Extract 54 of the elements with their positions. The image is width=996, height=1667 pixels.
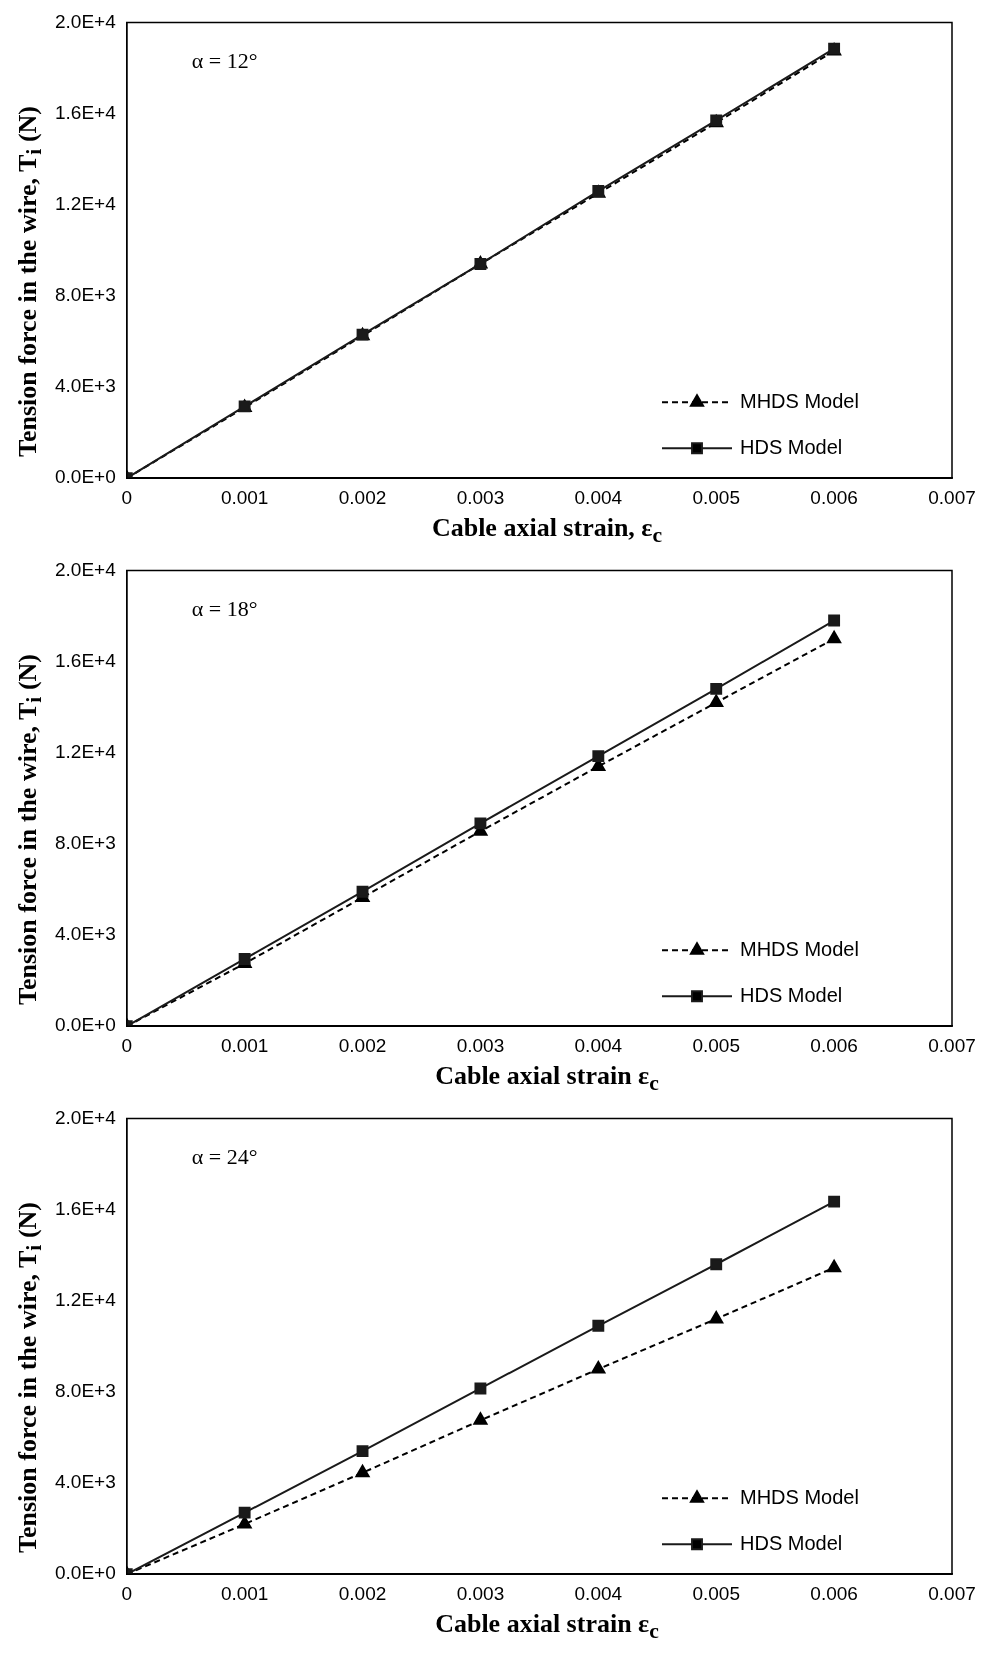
- x-tick-label: 0.006: [810, 1582, 858, 1604]
- y-tick-label: 1.2E+4: [55, 740, 117, 762]
- y-tick-label: 8.0E+3: [55, 1380, 116, 1402]
- x-tick-label: 0.002: [338, 1582, 387, 1604]
- y-tick-label: 0.0E+0: [55, 1562, 116, 1584]
- x-tick-label: 0: [121, 1582, 133, 1604]
- x-tick-label: 0.001: [220, 1582, 269, 1604]
- x-tick-label: 0.005: [692, 486, 740, 508]
- y-tick-label: 0.0E+0: [55, 466, 116, 488]
- y-tick-label: 1.6E+4: [55, 649, 117, 671]
- y-tick-label: 2.0E+4: [55, 1106, 117, 1128]
- legend-label: MHDS Model: [740, 937, 859, 960]
- y-tick-label: 1.2E+4: [55, 192, 117, 214]
- annotation: α = 12°: [191, 48, 258, 74]
- y-tick-label: 2.0E+4: [55, 10, 117, 32]
- x-tick-label: 0.001: [220, 486, 269, 508]
- y-tick-label: 4.0E+3: [55, 375, 116, 397]
- annotation: α = 24°: [191, 1144, 258, 1170]
- x-tick-label: 0.007: [928, 1034, 976, 1056]
- x-tick-label: 0.004: [574, 486, 623, 508]
- y-tick-label: 1.6E+4: [55, 101, 117, 123]
- x-axis-title: Cable axial strain ε$_{c}$: [435, 1609, 659, 1645]
- legend-label: MHDS Model: [740, 1485, 859, 1508]
- x-tick-label: 0.007: [928, 486, 976, 508]
- legend-label: MHDS Model: [740, 389, 859, 412]
- x-tick-label: 0.002: [338, 486, 387, 508]
- x-tick-label: 0.005: [692, 1034, 740, 1056]
- y-tick-label: 4.0E+3: [55, 1471, 116, 1493]
- x-tick-label: 0: [121, 486, 133, 508]
- x-tick-label: 0.006: [810, 486, 858, 508]
- x-axis-title: Cable axial strain ε$_{c}$: [435, 1061, 659, 1097]
- annotation: α = 18°: [191, 596, 258, 622]
- legend-label: HDS Model: [740, 435, 843, 458]
- y-tick-label: 2.0E+4: [55, 558, 117, 580]
- x-tick-label: 0.003: [456, 486, 505, 508]
- x-tick-label: 0.004: [574, 1582, 623, 1604]
- y-tick-label: 4.0E+3: [55, 923, 116, 945]
- y-tick-label: 1.2E+4: [55, 1288, 117, 1310]
- x-tick-label: 0.003: [456, 1582, 505, 1604]
- y-tick-label: 8.0E+3: [55, 284, 116, 306]
- x-tick-label: 0.002: [338, 1034, 387, 1056]
- y-tick-label: 8.0E+3: [55, 832, 116, 854]
- x-tick-label: 0.007: [928, 1582, 976, 1604]
- legend-label: HDS Model: [740, 983, 843, 1006]
- x-tick-label: 0.005: [692, 1582, 740, 1604]
- x-tick-label: 0.004: [574, 1034, 623, 1056]
- x-tick-label: 0.001: [220, 1034, 269, 1056]
- y-tick-label: 1.6E+4: [55, 1197, 117, 1219]
- x-tick-label: 0.003: [456, 1034, 505, 1056]
- legend-label: HDS Model: [740, 1531, 843, 1554]
- x-tick-label: 0: [121, 1034, 133, 1056]
- y-tick-label: 0.0E+0: [55, 1014, 116, 1036]
- x-tick-label: 0.006: [810, 1034, 858, 1056]
- x-axis-title: Cable axial strain, ε$_{c}$: [431, 513, 663, 549]
